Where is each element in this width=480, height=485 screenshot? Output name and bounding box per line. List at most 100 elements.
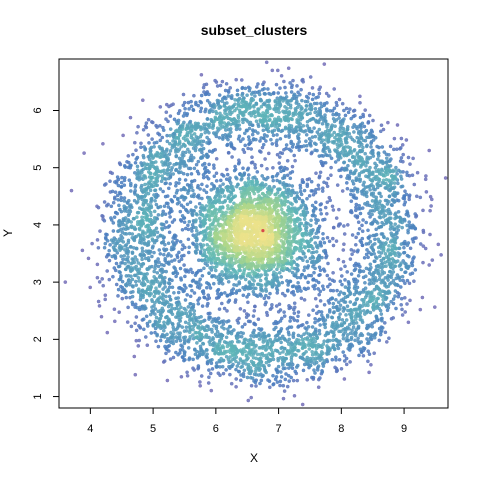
scatter-point [109,218,114,222]
scatter-point [231,146,236,150]
scatter-point [424,174,428,178]
scatter-point [376,151,381,156]
scatter-point [322,180,326,185]
scatter-point [314,231,319,236]
scatter-point [164,247,169,252]
scatter-point [154,176,158,181]
scatter-point [107,277,112,282]
scatter-point [150,221,155,225]
scatter-point [222,340,227,344]
scatter-point [125,265,130,270]
scatter-point [418,307,423,312]
scatter-point [378,254,382,259]
scatter-point [276,91,281,95]
scatter-point [338,303,343,308]
scatter-point [206,124,211,128]
scatter-point [131,237,136,242]
scatter-point [210,274,214,279]
scatter-point [188,335,192,339]
scatter-point [136,275,141,280]
scatter-point [309,189,314,193]
scatter-point [307,126,312,131]
scatter-point [123,289,128,294]
scatter-point [274,286,279,291]
scatter-point [234,184,239,189]
scatter-point [315,110,320,114]
scatter-point [376,264,381,269]
scatter-point [170,245,174,250]
scatter-point [114,282,119,287]
scatter-point [314,356,318,361]
scatter-point [283,125,288,130]
scatter-point [351,109,356,113]
scatter-point [213,268,218,273]
scatter-point [362,124,367,129]
scatter-point [264,60,269,65]
scatter-point [210,109,215,114]
scatter-point [206,301,210,306]
scatter-point [264,283,268,288]
scatter-point [253,165,258,170]
scatter-point [383,251,388,256]
scatter-point [277,302,282,307]
scatter-point [345,294,350,299]
scatter-point [311,208,316,213]
scatter-point [318,202,323,207]
points-layer [63,60,448,407]
scatter-point [317,317,322,322]
scatter-point [299,289,303,293]
scatter-point [293,369,298,374]
scatter-point [264,310,269,315]
scatter-point [239,78,244,82]
scatter-point [110,254,114,259]
scatter-point [206,324,210,329]
scatter-point [388,240,393,244]
scatter-point [269,137,273,142]
scatter-point [86,256,91,261]
scatter-point [327,277,332,281]
scatter-point [246,135,251,139]
scatter-point [366,332,371,336]
scatter-point [226,106,231,110]
scatter-point [208,358,213,363]
scatter-point [358,333,363,338]
scatter-point [153,312,157,316]
scatter-point [158,105,163,109]
scatter-point [129,245,133,249]
scatter-point [379,232,384,236]
scatter-point [386,211,391,216]
scatter-point [218,83,223,88]
scatter-point [292,393,297,398]
scatter-point [204,285,209,290]
scatter-point [337,222,341,227]
scatter-point [424,190,429,194]
scatter-point [291,78,295,83]
scatter-point [331,301,336,306]
scatter-point [235,93,240,97]
scatter-point [292,153,297,158]
scatter-point [214,319,219,324]
scatter-point [185,172,190,177]
scatter-point [315,235,320,240]
scatter-point [277,281,281,286]
scatter-point [306,337,310,342]
scatter-point [198,383,202,388]
scatter-point [137,267,142,272]
scatter-point [200,273,205,278]
scatter-point [355,152,360,157]
scatter-point [265,99,270,103]
scatter-point [241,137,245,141]
scatter-point [151,280,155,284]
scatter-point [182,186,186,190]
scatter-point [377,215,382,219]
scatter-point [361,112,365,117]
scatter-point [350,233,355,237]
scatter-point [198,249,203,254]
scatter-point [141,203,146,207]
scatter-point [164,117,168,121]
scatter-point [350,252,354,256]
scatter-point [97,280,102,284]
scatter-point [255,170,260,174]
scatter-point [361,346,366,350]
scatter-point [289,98,294,103]
